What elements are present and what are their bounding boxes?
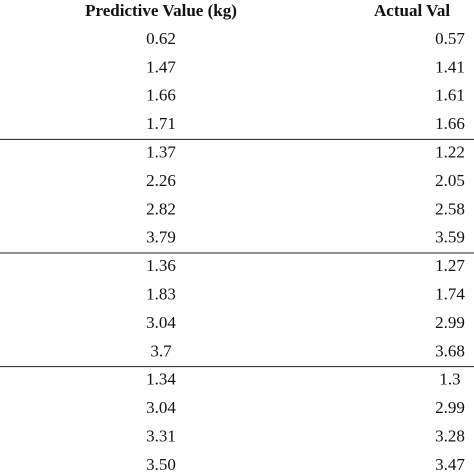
cell: 0.57: [435, 29, 465, 48]
cell: 1.22: [435, 143, 465, 162]
cell: 1.41: [435, 57, 465, 76]
cell: 1.27: [435, 256, 465, 275]
cell: 3.47: [435, 455, 465, 474]
column-header: Predictive Value (kg): [85, 1, 237, 20]
cell: 2.58: [435, 199, 465, 218]
cell: 3.04: [146, 313, 176, 332]
cell: 3.79: [146, 228, 176, 247]
cell: 1.36: [146, 256, 176, 275]
cell: 2.99: [435, 313, 465, 332]
cell: 1.66: [435, 114, 465, 133]
cell: 1.71: [146, 114, 176, 133]
cell: 2.05: [435, 171, 465, 190]
cell: 1.37: [146, 143, 176, 162]
cell: 1.47: [146, 57, 176, 76]
cell: 3.7: [150, 341, 172, 360]
cell: 3.28: [435, 427, 465, 446]
cell: 2.82: [146, 199, 176, 218]
cell: 1.66: [146, 86, 176, 105]
cell: 2.26: [146, 171, 176, 190]
column-header: Actual Val: [374, 1, 450, 20]
cell: 1.74: [435, 285, 465, 304]
cell: 2.99: [435, 398, 465, 417]
cell: 3.04: [146, 398, 176, 417]
cell: 3.59: [435, 228, 465, 247]
cell: 1.3: [439, 370, 460, 389]
cell: 1.61: [435, 86, 465, 105]
cell: 3.50: [146, 455, 176, 474]
cell: 1.34: [146, 370, 176, 389]
cell: 3.31: [146, 427, 176, 446]
cell: 3.68: [435, 341, 465, 360]
cell: 1.83: [146, 285, 176, 304]
cell: 0.62: [146, 29, 176, 48]
